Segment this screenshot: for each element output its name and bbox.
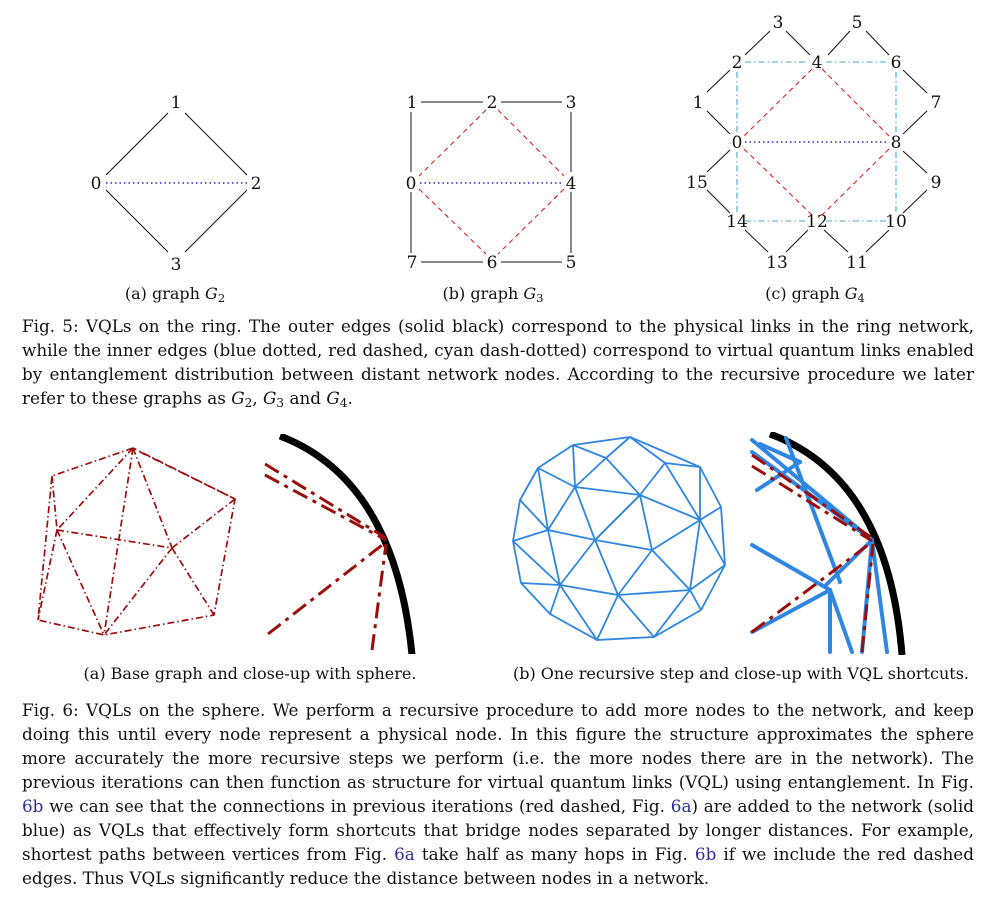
fig5-caption: Fig. 5: VQLs on the ring. The outer edge…	[22, 316, 974, 411]
node-label: 2	[732, 53, 743, 73]
figure-ref-link[interactable]: 6a	[394, 844, 415, 864]
fig6a-closeup-sphere	[264, 434, 416, 654]
node-label: 3	[566, 93, 577, 113]
fig5-graph-g2: 0 1 2 3	[91, 93, 262, 275]
fig5c-subcaption: (c) graph G4	[765, 284, 865, 305]
fig6b-closeup-vql	[750, 432, 906, 655]
node-label: 0	[732, 133, 743, 153]
node-label: 2	[251, 174, 262, 194]
node-label: 2	[487, 93, 498, 113]
fig6a-base-graph	[37, 447, 236, 636]
node-label: 4	[812, 53, 823, 73]
fig6a-subcaption: (a) Base graph and close-up with sphere.	[83, 664, 417, 683]
node-label: 11	[846, 253, 868, 273]
fig5-graph-g4: 0 1 2 3 4 5 6 7 8 9 10 11 12 13 14 15	[686, 13, 942, 273]
node-label: 1	[693, 93, 704, 113]
fig5-graph-g3: 0 1 2 3 4 5 6 7	[406, 93, 577, 273]
node-label: 14	[726, 212, 748, 232]
node-label: 7	[407, 253, 418, 273]
node-label: 13	[766, 253, 788, 273]
node-label: 0	[406, 174, 417, 194]
node-label: 12	[806, 212, 828, 232]
node-label: 5	[852, 13, 863, 33]
node-label: 3	[171, 255, 182, 275]
figure-ref-link[interactable]: 6a	[670, 796, 692, 816]
figure-ref-link[interactable]: 6b	[22, 796, 44, 816]
node-label: 4	[566, 174, 577, 194]
node-label: 10	[885, 212, 907, 232]
node-label: 1	[171, 93, 182, 113]
fig6b-recursive-sphere	[512, 436, 726, 641]
fig6b-subcaption: (b) One recursive step and close-up with…	[512, 664, 969, 683]
node-label: 9	[931, 173, 942, 193]
node-label: 1	[407, 93, 418, 113]
node-label: 6	[891, 53, 902, 73]
node-label: 5	[566, 253, 577, 273]
fig5b-subcaption: (b) graph G3	[442, 284, 544, 305]
figure-ref-link[interactable]: 6b	[694, 844, 717, 864]
node-label: 0	[91, 174, 102, 194]
fig6-caption: Fig. 6: VQLs on the sphere. We perform a…	[22, 700, 975, 888]
node-label: 8	[891, 133, 902, 153]
node-label: 7	[931, 93, 942, 113]
node-label: 3	[773, 13, 784, 33]
fig5a-subcaption: (a) graph G2	[124, 284, 226, 305]
node-label: 15	[686, 173, 708, 193]
node-label: 6	[487, 253, 498, 273]
